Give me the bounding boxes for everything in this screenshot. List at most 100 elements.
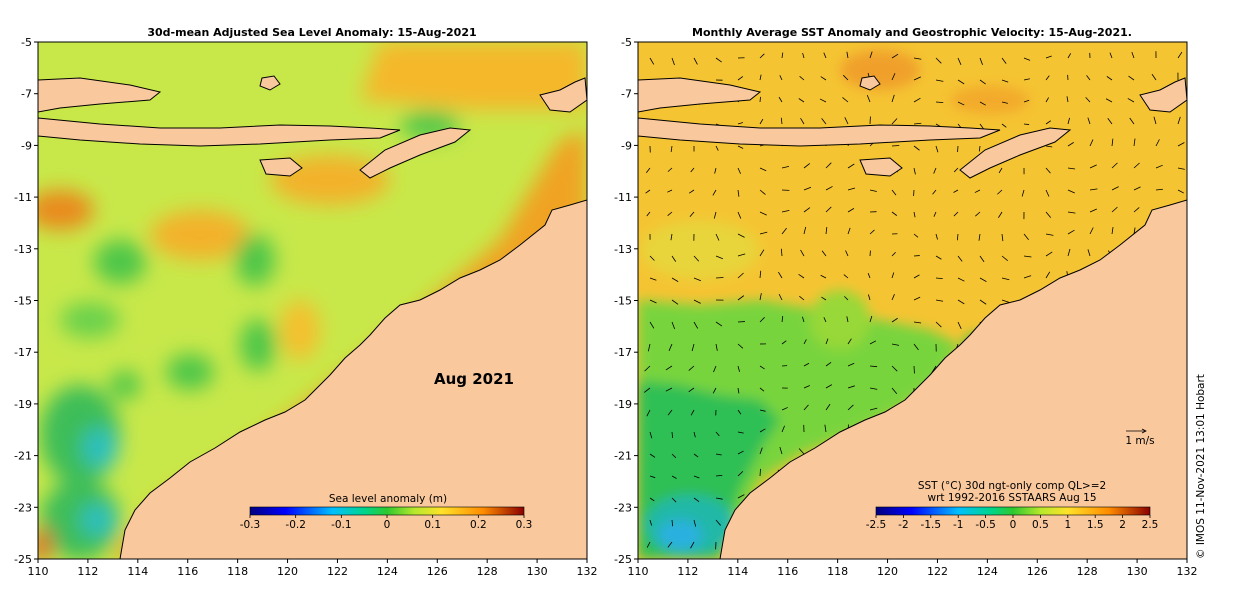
velocity-arrow — [913, 321, 922, 324]
velocity-arrow — [1111, 186, 1119, 191]
right-x-tick-label: 124 — [977, 565, 998, 578]
velocity-arrow — [823, 317, 827, 323]
velocity-arrow — [737, 145, 744, 149]
velocity-arrow — [913, 145, 920, 151]
velocity-arrow — [649, 277, 657, 281]
sla-colorbar: Sea level anomaly (m) -0.3 -0.2 -0.1 0 0.1 0.… — [240, 493, 533, 531]
velocity-arrow — [781, 407, 788, 411]
left-y-tick-label: -21 — [14, 450, 32, 463]
velocity-arrow — [979, 299, 987, 305]
sst-colorbar-tick-label: 1.5 — [1087, 519, 1104, 531]
sla-colorbar-title: Sea level anomaly (m) — [329, 493, 447, 505]
velocity-arrow — [1111, 206, 1118, 213]
velocity-arrow — [671, 277, 679, 282]
velocity-arrow — [649, 453, 656, 458]
velocity-arrow — [781, 425, 785, 433]
left-y-tick-label: -15 — [14, 295, 32, 308]
velocity-arrow — [778, 96, 783, 103]
velocity-arrow — [957, 277, 965, 282]
velocity-arrow — [759, 409, 766, 412]
velocity-arrow — [1177, 167, 1185, 170]
velocity-arrow — [935, 233, 938, 240]
velocity-arrow — [866, 94, 871, 103]
velocity-arrow — [668, 343, 673, 351]
velocity-arrow — [737, 431, 744, 434]
velocity-arrow — [869, 51, 873, 59]
small-island-right — [859, 75, 881, 91]
velocity-arrow — [867, 273, 871, 279]
velocity-arrow — [933, 211, 937, 217]
velocity-arrow — [1151, 73, 1157, 81]
velocity-arrow — [759, 74, 762, 81]
velocity-arrow — [821, 118, 827, 125]
velocity-arrow — [714, 167, 717, 174]
velocity-arrow — [737, 233, 745, 238]
velocity-arrow — [779, 447, 783, 455]
velocity-arrow — [737, 211, 742, 219]
velocity-arrow — [737, 365, 740, 372]
velocity-arrow — [1023, 275, 1032, 279]
velocity-arrow — [979, 277, 987, 282]
right-y-tick-label: -25 — [614, 553, 632, 566]
velocity-arrow — [691, 343, 695, 352]
sst-field — [638, 50, 1030, 559]
velocity-arrow — [869, 315, 873, 323]
velocity-arrow — [913, 233, 919, 238]
velocity-arrow — [693, 57, 698, 65]
velocity-arrow — [953, 167, 959, 173]
velocity-arrow — [847, 227, 851, 235]
velocity-arrow — [844, 296, 849, 301]
lesser-sunda-islands-right — [638, 117, 1001, 147]
velocity-arrow — [1089, 208, 1097, 213]
right-y-tick-label: -9 — [621, 139, 632, 152]
velocity-arrow — [869, 340, 877, 345]
velocity-arrow — [715, 431, 720, 437]
left-x-tick-label: 122 — [327, 565, 348, 578]
left-y-tick-label: -13 — [14, 243, 32, 256]
velocity-arrow — [1045, 120, 1051, 125]
left-y-tick-label: -11 — [14, 191, 32, 204]
velocity-scale-label: 1 m/s — [1125, 435, 1154, 447]
velocity-arrow — [737, 387, 740, 394]
velocity-arrow — [759, 231, 768, 235]
velocity-arrow — [820, 76, 827, 81]
right-x-tick-label: 116 — [777, 565, 798, 578]
velocity-arrow — [1045, 271, 1051, 279]
velocity-arrow — [869, 189, 877, 192]
velocity-arrow — [842, 74, 849, 81]
velocity-arrow — [847, 385, 855, 389]
velocity-arrow — [891, 189, 897, 196]
velocity-arrow — [737, 253, 746, 257]
velocity-arrow — [957, 299, 965, 305]
left-x-tick-label: 112 — [77, 565, 98, 578]
velocity-arrow — [649, 519, 653, 526]
sst-colorbar-tick-label: 2 — [1119, 519, 1126, 531]
velocity-arrow — [1001, 101, 1008, 104]
left-x-axis: 110 112 114 116 118 120 122 124 126 128 130 132 — [28, 559, 598, 578]
right-x-axis: 110 112 114 116 118 120 122 124 126 128 130 132 — [628, 559, 1198, 578]
velocity-arrow — [693, 321, 699, 329]
velocity-arrow — [978, 145, 981, 152]
left-x-tick-label: 110 — [28, 565, 49, 578]
left-title: 30d-mean Adjusted Sea Level Anomaly: 15-… — [147, 26, 476, 39]
velocity-arrow — [693, 519, 697, 527]
velocity-arrow — [847, 404, 854, 411]
velocity-arrow — [649, 475, 656, 479]
velocity-arrow — [737, 76, 744, 81]
velocity-arrow — [759, 447, 763, 455]
velocity-arrow — [803, 163, 811, 169]
velocity-arrow — [801, 316, 805, 323]
velocity-arrow — [1177, 142, 1185, 147]
velocity-arrow — [979, 101, 986, 106]
tanimbar-islands — [539, 77, 587, 113]
sla-colorbar-tick-label: -0.2 — [285, 519, 306, 531]
left-x-tick-label: 132 — [577, 565, 598, 578]
velocity-arrow — [998, 211, 1003, 218]
velocity-arrow — [644, 365, 651, 372]
right-map-body — [638, 42, 1187, 559]
velocity-arrow — [974, 189, 981, 193]
velocity-arrow — [649, 321, 655, 329]
velocity-arrow — [869, 407, 878, 411]
sst-colorbar: SST (°C) 30d ngt-only comp QL>=2 wrt 199… — [866, 480, 1159, 531]
velocity-arrow — [667, 541, 673, 548]
